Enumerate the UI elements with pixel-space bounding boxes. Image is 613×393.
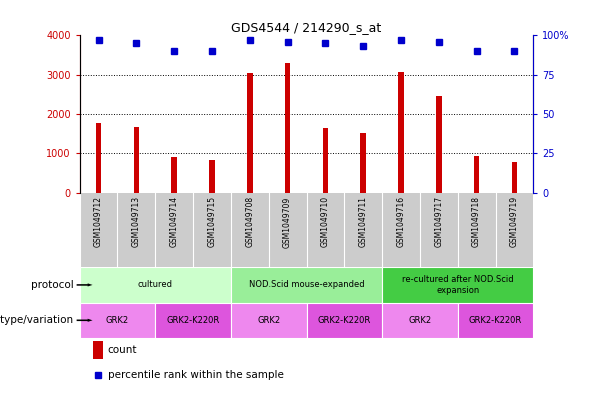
Bar — [322, 128, 328, 193]
Text: GRK2-K220R: GRK2-K220R — [167, 316, 219, 325]
Bar — [80, 267, 231, 303]
Bar — [512, 162, 517, 193]
Bar — [155, 303, 231, 338]
Bar — [306, 303, 382, 338]
Bar — [285, 63, 291, 193]
Bar — [247, 73, 253, 193]
Text: GSM1049719: GSM1049719 — [510, 196, 519, 248]
Text: genotype/variation: genotype/variation — [0, 315, 74, 325]
Bar — [436, 96, 441, 193]
Bar — [134, 127, 139, 193]
Text: GRK2-K220R: GRK2-K220R — [469, 316, 522, 325]
Bar — [398, 72, 404, 193]
Text: GSM1049708: GSM1049708 — [245, 196, 254, 248]
Text: GSM1049713: GSM1049713 — [132, 196, 141, 248]
Bar — [382, 303, 458, 338]
Text: GRK2: GRK2 — [257, 316, 280, 325]
Text: cultured: cultured — [138, 281, 173, 289]
Text: GSM1049716: GSM1049716 — [397, 196, 406, 248]
Bar — [360, 133, 366, 193]
Text: GSM1049717: GSM1049717 — [434, 196, 443, 248]
Bar — [382, 267, 533, 303]
Bar — [458, 303, 533, 338]
Bar — [474, 156, 479, 193]
Text: GSM1049718: GSM1049718 — [472, 196, 481, 247]
Text: NOD.Scid mouse-expanded: NOD.Scid mouse-expanded — [249, 281, 364, 289]
Text: GSM1049715: GSM1049715 — [207, 196, 216, 248]
Bar — [209, 160, 215, 193]
Text: GSM1049711: GSM1049711 — [359, 196, 368, 247]
Text: GSM1049710: GSM1049710 — [321, 196, 330, 248]
Text: re-cultured after NOD.Scid
expansion: re-cultured after NOD.Scid expansion — [402, 275, 514, 295]
Text: GRK2-K220R: GRK2-K220R — [318, 316, 371, 325]
Bar — [231, 267, 382, 303]
Text: GSM1049712: GSM1049712 — [94, 196, 103, 247]
Text: GSM1049714: GSM1049714 — [170, 196, 179, 248]
Text: GSM1049709: GSM1049709 — [283, 196, 292, 248]
Bar — [80, 303, 155, 338]
Text: protocol: protocol — [31, 280, 74, 290]
Text: count: count — [108, 345, 137, 355]
Bar — [96, 123, 101, 193]
Bar — [172, 157, 177, 193]
Text: GRK2: GRK2 — [106, 316, 129, 325]
Text: percentile rank within the sample: percentile rank within the sample — [108, 370, 284, 380]
Bar — [231, 303, 306, 338]
Title: GDS4544 / 214290_s_at: GDS4544 / 214290_s_at — [231, 21, 382, 34]
Bar — [93, 341, 103, 359]
Text: GRK2: GRK2 — [408, 316, 432, 325]
